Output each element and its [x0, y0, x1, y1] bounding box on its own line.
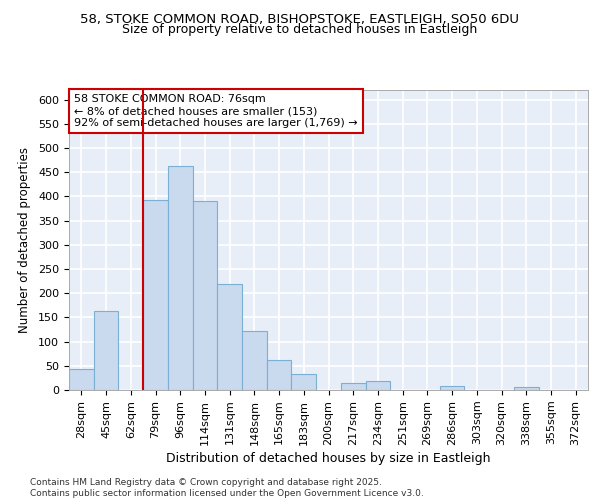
Text: 58, STOKE COMMON ROAD, BISHOPSTOKE, EASTLEIGH, SO50 6DU: 58, STOKE COMMON ROAD, BISHOPSTOKE, EAST…	[80, 12, 520, 26]
Text: Contains HM Land Registry data © Crown copyright and database right 2025.
Contai: Contains HM Land Registry data © Crown c…	[30, 478, 424, 498]
Bar	[69, 368, 94, 390]
Bar	[94, 311, 118, 390]
Y-axis label: Number of detached properties: Number of detached properties	[18, 147, 31, 333]
Bar	[143, 200, 168, 390]
Text: Size of property relative to detached houses in Eastleigh: Size of property relative to detached ho…	[122, 22, 478, 36]
Bar	[514, 387, 539, 390]
Bar	[440, 386, 464, 390]
Bar	[242, 331, 267, 390]
X-axis label: Distribution of detached houses by size in Eastleigh: Distribution of detached houses by size …	[166, 452, 491, 464]
Bar	[267, 360, 292, 390]
Bar	[365, 382, 390, 390]
Bar	[292, 374, 316, 390]
Bar	[193, 202, 217, 390]
Bar	[217, 284, 242, 390]
Bar	[168, 166, 193, 390]
Bar	[341, 382, 365, 390]
Text: 58 STOKE COMMON ROAD: 76sqm
← 8% of detached houses are smaller (153)
92% of sem: 58 STOKE COMMON ROAD: 76sqm ← 8% of deta…	[74, 94, 358, 128]
